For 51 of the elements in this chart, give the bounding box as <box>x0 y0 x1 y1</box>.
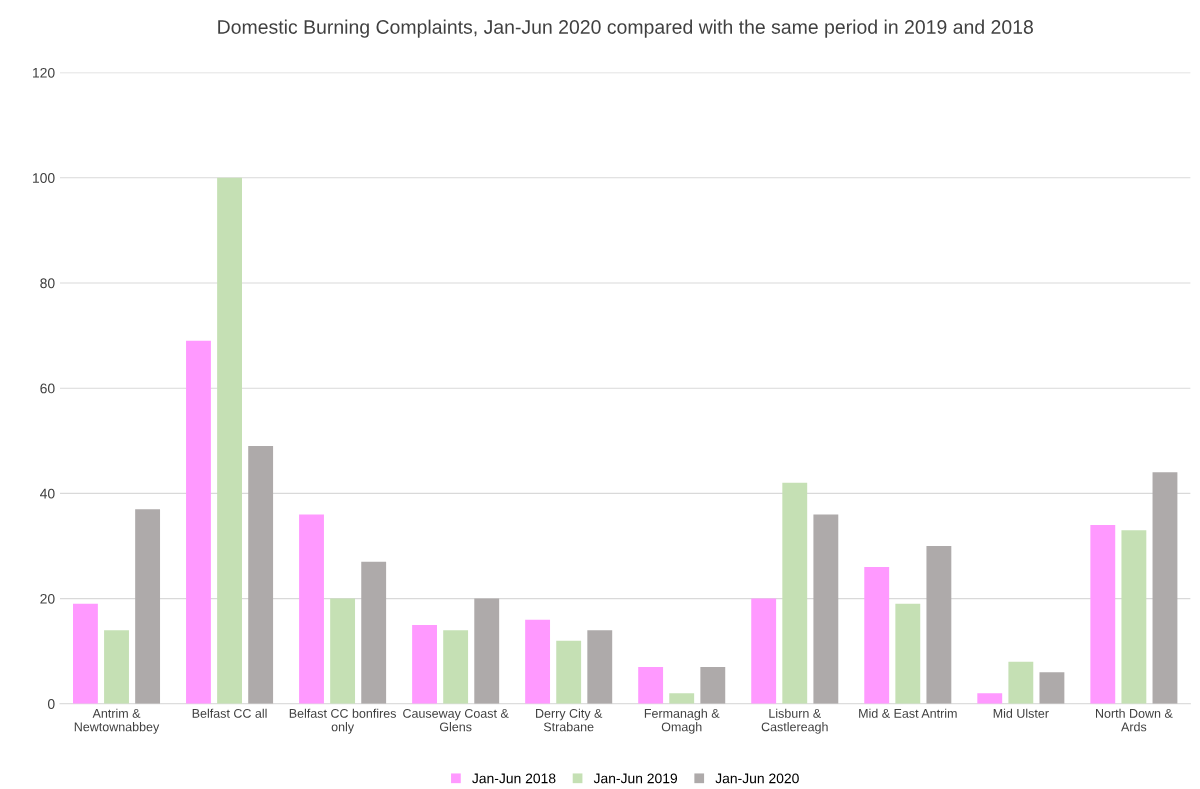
bar <box>895 603 921 704</box>
bar <box>638 666 664 704</box>
y-tick-label: 120 <box>33 67 55 78</box>
x-tick-label: Derry City & Strabane <box>536 708 603 732</box>
bar <box>669 693 695 704</box>
x-tick-label: Lisburn & Castlereagh <box>761 708 828 734</box>
x-tick-label: Fermanagh & Omagh <box>644 708 720 734</box>
bar <box>1039 672 1065 704</box>
bar <box>782 482 808 704</box>
bar <box>813 514 839 704</box>
x-tick-label: Causeway Coast & Glens <box>403 708 509 732</box>
x-tick-label: Mid & East Antrim <box>859 708 957 718</box>
bar <box>1121 530 1147 704</box>
bar <box>751 598 777 704</box>
bar <box>412 624 437 704</box>
bar <box>443 630 469 704</box>
bar <box>926 545 952 704</box>
y-tick-label: 0 <box>47 699 55 709</box>
legend-label: Jan-Jun 2020 <box>715 773 799 784</box>
bar <box>1090 524 1116 704</box>
bar <box>587 630 613 704</box>
y-tick-label: 100 <box>33 173 55 183</box>
bar <box>330 598 356 704</box>
bar <box>217 177 242 704</box>
x-tick-label: North Down & Ards <box>1096 708 1173 732</box>
bar <box>1152 472 1178 704</box>
bar <box>73 603 98 704</box>
x-tick-label: Mid Ulster <box>993 708 1049 718</box>
bar <box>104 630 129 704</box>
y-tick-label: 20 <box>40 593 55 604</box>
bar <box>1008 661 1034 704</box>
bar <box>186 340 211 704</box>
legend-label: Jan-Jun 2019 <box>593 773 678 784</box>
y-tick-label: 40 <box>40 488 55 499</box>
bar <box>299 514 324 704</box>
bar <box>556 640 582 704</box>
bar <box>474 598 500 704</box>
y-tick-label: 80 <box>40 278 55 289</box>
chart-title: Domestic Burning Complaints, Jan-Jun 2020 compared with the same period in 2019 and 2018 <box>218 19 1033 38</box>
bar <box>248 446 274 704</box>
x-tick-label: Antrim & Newtownabbey <box>74 708 160 734</box>
bar <box>864 567 890 704</box>
bar <box>361 561 387 704</box>
y-tick-label: 60 <box>40 383 55 394</box>
x-tick-label: Belfast CC bonfires only <box>289 708 396 734</box>
bar <box>977 693 1003 704</box>
x-tick-label: Belfast CC all <box>192 708 267 718</box>
bar <box>135 509 161 704</box>
bar <box>525 619 551 704</box>
legend-label: Jan-Jun 2018 <box>472 773 556 784</box>
bar <box>700 666 726 704</box>
